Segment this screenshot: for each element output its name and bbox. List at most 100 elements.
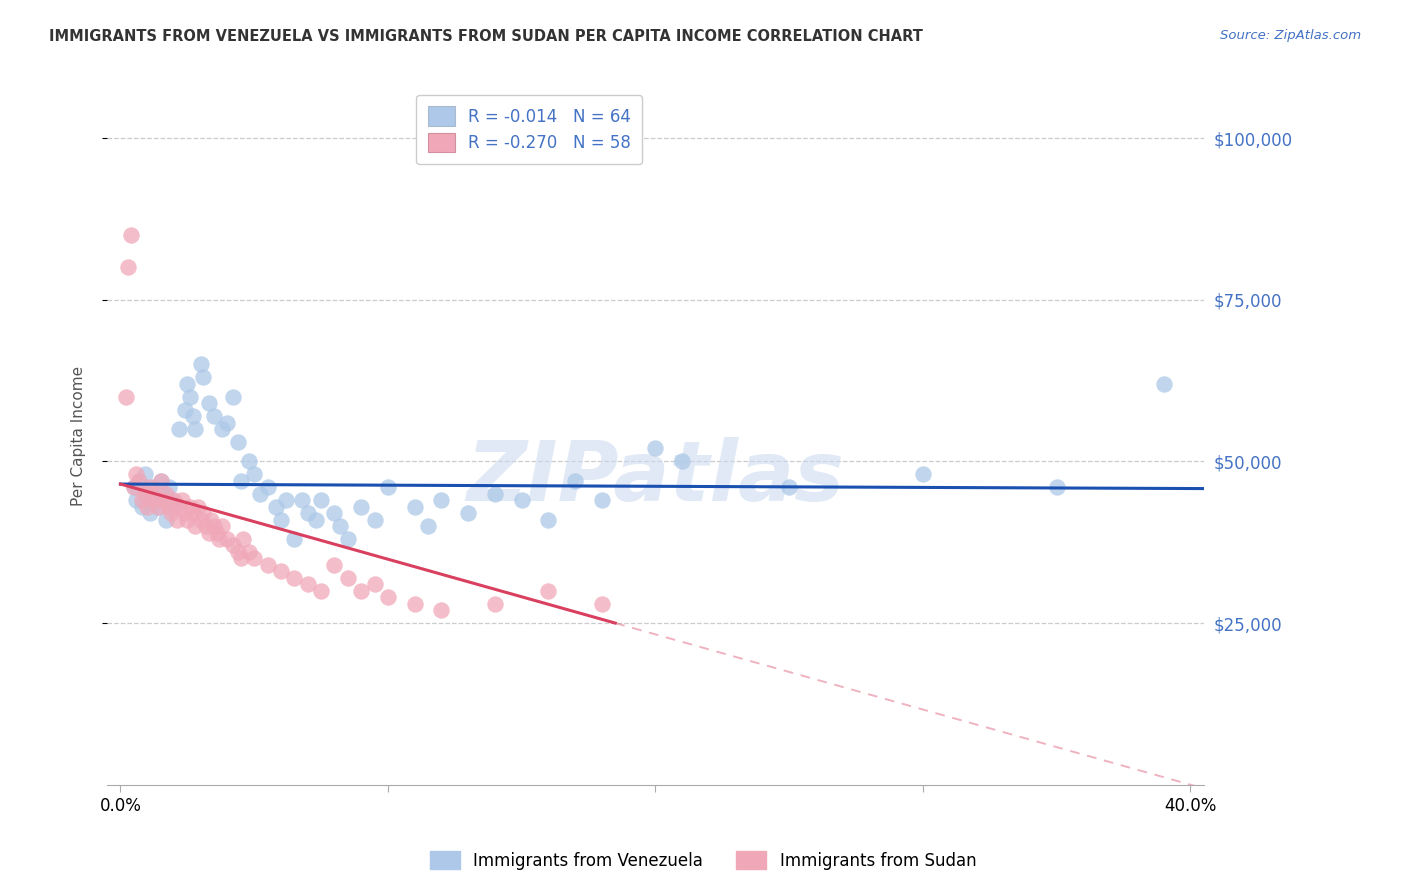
Point <box>155 513 177 527</box>
Point <box>911 467 934 482</box>
Point <box>143 493 166 508</box>
Point <box>238 545 260 559</box>
Point <box>173 506 195 520</box>
Point <box>404 500 426 514</box>
Point <box>136 487 159 501</box>
Point <box>202 409 225 424</box>
Point <box>484 487 506 501</box>
Point <box>430 493 453 508</box>
Point <box>229 474 252 488</box>
Point <box>152 493 174 508</box>
Point <box>179 500 201 514</box>
Point <box>309 493 332 508</box>
Point <box>591 597 613 611</box>
Point <box>141 487 163 501</box>
Point <box>270 565 292 579</box>
Point <box>122 480 145 494</box>
Point <box>136 500 159 514</box>
Point <box>484 597 506 611</box>
Text: Source: ZipAtlas.com: Source: ZipAtlas.com <box>1220 29 1361 42</box>
Point <box>211 422 233 436</box>
Point <box>283 532 305 546</box>
Point <box>323 558 346 572</box>
Point <box>160 506 183 520</box>
Point <box>226 435 249 450</box>
Point <box>134 487 156 501</box>
Point <box>122 480 145 494</box>
Point <box>117 260 139 275</box>
Point <box>336 532 359 546</box>
Point <box>141 480 163 494</box>
Point <box>297 577 319 591</box>
Point <box>157 480 180 494</box>
Point <box>187 500 209 514</box>
Point <box>131 493 153 508</box>
Point <box>139 480 162 494</box>
Point <box>309 583 332 598</box>
Point <box>217 532 239 546</box>
Point <box>283 571 305 585</box>
Point <box>169 422 191 436</box>
Point <box>430 603 453 617</box>
Legend: Immigrants from Venezuela, Immigrants from Sudan: Immigrants from Venezuela, Immigrants fr… <box>423 845 983 877</box>
Point <box>226 545 249 559</box>
Point <box>377 480 399 494</box>
Point <box>205 525 228 540</box>
Point <box>416 519 439 533</box>
Point <box>404 597 426 611</box>
Point <box>163 493 186 508</box>
Point <box>264 500 287 514</box>
Legend: R = -0.014   N = 64, R = -0.270   N = 58: R = -0.014 N = 64, R = -0.270 N = 58 <box>416 95 643 164</box>
Point <box>202 519 225 533</box>
Point <box>149 474 172 488</box>
Text: IMMIGRANTS FROM VENEZUELA VS IMMIGRANTS FROM SUDAN PER CAPITA INCOME CORRELATION: IMMIGRANTS FROM VENEZUELA VS IMMIGRANTS … <box>49 29 924 44</box>
Point <box>211 519 233 533</box>
Point <box>671 454 693 468</box>
Point <box>363 513 385 527</box>
Point <box>170 493 193 508</box>
Y-axis label: Per Capita Income: Per Capita Income <box>72 366 86 506</box>
Point <box>305 513 328 527</box>
Point <box>131 500 153 514</box>
Point <box>243 551 266 566</box>
Point <box>537 583 560 598</box>
Point <box>200 513 222 527</box>
Point <box>297 506 319 520</box>
Point <box>120 228 142 243</box>
Point <box>217 416 239 430</box>
Point <box>179 390 201 404</box>
Point <box>222 539 245 553</box>
Point <box>173 402 195 417</box>
Text: ZIPatlas: ZIPatlas <box>467 437 845 518</box>
Point <box>243 467 266 482</box>
Point <box>229 551 252 566</box>
Point <box>256 558 278 572</box>
Point <box>125 493 148 508</box>
Point <box>190 513 212 527</box>
Point <box>778 480 800 494</box>
Point <box>125 467 148 482</box>
Point <box>143 493 166 508</box>
Point <box>537 513 560 527</box>
Point <box>644 442 666 456</box>
Point <box>163 500 186 514</box>
Point <box>323 506 346 520</box>
Point <box>329 519 352 533</box>
Point <box>276 493 298 508</box>
Point <box>128 474 150 488</box>
Point <box>564 474 586 488</box>
Point <box>350 500 373 514</box>
Point <box>232 532 254 546</box>
Point <box>184 519 207 533</box>
Point <box>238 454 260 468</box>
Point <box>197 525 219 540</box>
Point <box>146 500 169 514</box>
Point <box>1153 376 1175 391</box>
Point <box>291 493 314 508</box>
Point <box>155 487 177 501</box>
Point <box>377 591 399 605</box>
Point <box>270 513 292 527</box>
Point <box>152 487 174 501</box>
Point <box>208 532 231 546</box>
Point <box>363 577 385 591</box>
